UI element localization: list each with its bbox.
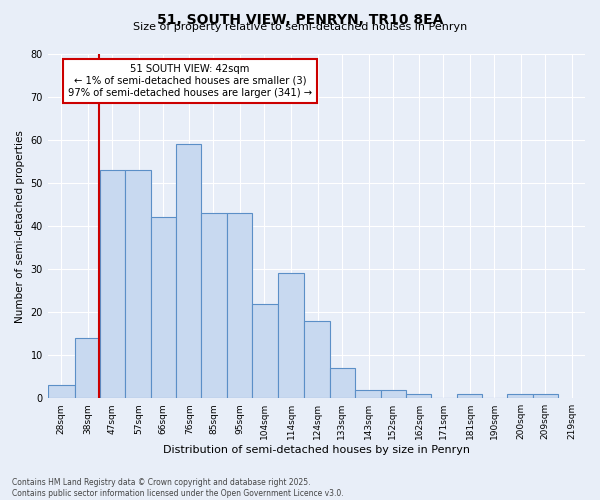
Bar <box>355 390 380 398</box>
X-axis label: Distribution of semi-detached houses by size in Penryn: Distribution of semi-detached houses by … <box>163 445 470 455</box>
Bar <box>508 394 533 398</box>
Text: 51, SOUTH VIEW, PENRYN, TR10 8EA: 51, SOUTH VIEW, PENRYN, TR10 8EA <box>157 12 443 26</box>
Text: 51 SOUTH VIEW: 42sqm
← 1% of semi-detached houses are smaller (3)
97% of semi-de: 51 SOUTH VIEW: 42sqm ← 1% of semi-detach… <box>68 64 312 98</box>
Bar <box>202 213 227 398</box>
Bar <box>330 368 355 398</box>
Bar <box>533 394 558 398</box>
Y-axis label: Number of semi-detached properties: Number of semi-detached properties <box>15 130 25 322</box>
Bar <box>100 170 125 398</box>
Bar <box>227 213 252 398</box>
Bar <box>406 394 431 398</box>
Bar <box>380 390 406 398</box>
Bar <box>252 304 278 398</box>
Bar <box>278 274 304 398</box>
Bar <box>457 394 482 398</box>
Text: Contains HM Land Registry data © Crown copyright and database right 2025.
Contai: Contains HM Land Registry data © Crown c… <box>12 478 344 498</box>
Bar <box>176 144 202 398</box>
Bar <box>304 321 330 398</box>
Bar <box>74 338 100 398</box>
Text: Size of property relative to semi-detached houses in Penryn: Size of property relative to semi-detach… <box>133 22 467 32</box>
Bar <box>125 170 151 398</box>
Bar <box>48 386 74 398</box>
Bar <box>151 218 176 398</box>
